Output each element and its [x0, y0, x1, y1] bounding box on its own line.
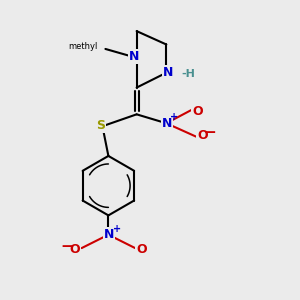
Text: -H: -H — [182, 69, 196, 79]
Text: methyl: methyl — [69, 42, 98, 51]
Text: O: O — [69, 243, 80, 256]
Text: −: − — [203, 125, 216, 140]
Text: N: N — [129, 50, 140, 64]
Text: −: − — [60, 239, 73, 254]
Text: +: + — [170, 112, 178, 122]
Text: N: N — [162, 117, 172, 130]
Text: O: O — [136, 243, 147, 256]
Text: O: O — [192, 105, 203, 118]
Text: S: S — [97, 119, 106, 132]
Text: O: O — [197, 129, 208, 142]
Text: N: N — [163, 66, 173, 79]
Text: +: + — [112, 224, 121, 234]
Text: N: N — [104, 228, 114, 241]
